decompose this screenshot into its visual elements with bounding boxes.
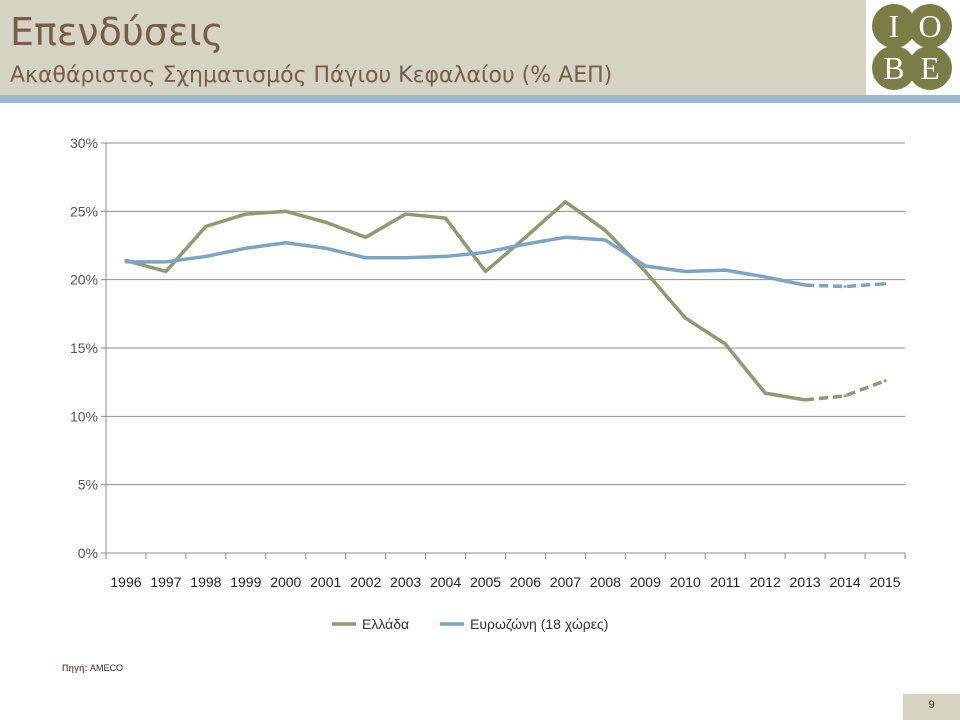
slide-subtitle: Ακαθάριστος Σχηματισμός Πάγιου Κεφαλαίου… xyxy=(10,63,613,88)
series-point xyxy=(843,285,847,288)
y-tick-label: 0% xyxy=(78,545,98,561)
series-point xyxy=(683,269,687,273)
chart-series xyxy=(124,200,887,402)
series-point xyxy=(244,246,248,250)
page-number: 9 xyxy=(903,694,960,720)
y-tick-label: 20% xyxy=(70,272,98,288)
logo-circle-1 xyxy=(872,4,916,48)
series-point xyxy=(723,268,727,272)
chart-gridlines xyxy=(106,142,905,486)
x-tick-label: 2008 xyxy=(590,574,621,590)
x-tick-label: 2007 xyxy=(550,574,581,590)
y-tick-label: 5% xyxy=(78,477,98,493)
series-point xyxy=(404,256,408,260)
series-point xyxy=(404,212,408,216)
series-point xyxy=(444,216,448,220)
y-tick-label: 10% xyxy=(70,408,98,424)
logo-letter-i: I xyxy=(889,8,900,44)
x-axis-ticks: 1996 1997 1998 1999 2000 2001 2002 2003 2004 2005… xyxy=(105,553,906,590)
logo-circle-4 xyxy=(908,46,952,90)
x-tick-label: 2014 xyxy=(829,574,860,590)
series-point xyxy=(324,246,328,250)
series-point xyxy=(124,260,128,264)
series-point xyxy=(484,250,488,254)
header-divider xyxy=(0,95,960,103)
source-note: Πηγή: AMECO xyxy=(62,663,123,673)
x-tick-label: 1999 xyxy=(230,574,261,590)
series-point xyxy=(763,275,767,279)
series-point xyxy=(843,394,847,398)
y-axis-ticks: 0% 5% 10% 15% 20% 25% 30% xyxy=(70,135,106,561)
x-tick-label: 2011 xyxy=(710,574,740,590)
investment-line-chart: 0% 5% 10% 15% 20% 25% 30% 1996 1997 1998 1999 2000… xyxy=(70,135,906,632)
source-label: Πηγή: xyxy=(62,663,88,673)
x-tick-label: 1996 xyxy=(110,574,141,590)
series-point xyxy=(444,254,448,258)
y-tick-label: 30% xyxy=(70,135,98,151)
logo-letter-e: E xyxy=(920,50,940,86)
x-tick-label: 2009 xyxy=(630,574,661,590)
x-tick-label: 2005 xyxy=(470,574,501,590)
legend-label: Ευρωζώνη (18 χώρες) xyxy=(470,616,608,632)
logo-circle-2 xyxy=(908,4,952,48)
series-point xyxy=(164,269,168,273)
series-point xyxy=(324,220,328,224)
series-point xyxy=(643,269,647,273)
y-tick-label: 15% xyxy=(70,340,98,356)
x-tick-label: 2000 xyxy=(270,574,301,590)
series-point xyxy=(803,398,807,402)
series-point xyxy=(284,209,288,213)
series-point xyxy=(763,391,767,395)
slide-title: Επενδύσεις xyxy=(10,10,224,54)
slide-header: Επενδύσεις Ακαθάριστος Σχηματισμός Πάγιο… xyxy=(0,0,866,95)
series-line-actual xyxy=(125,200,806,402)
x-tick-label: 2010 xyxy=(670,574,701,590)
series-point xyxy=(364,235,368,239)
series-line-actual xyxy=(125,235,806,287)
series-point xyxy=(883,379,887,383)
x-tick-label: 2003 xyxy=(390,574,421,590)
series-point xyxy=(204,254,208,258)
series-point xyxy=(523,242,527,246)
source-value: AMECO xyxy=(90,663,124,673)
series-point xyxy=(484,269,488,273)
series-point xyxy=(523,235,527,239)
x-tick-label: 2001 xyxy=(310,574,341,590)
series-point xyxy=(364,256,368,260)
logo-letter-o: O xyxy=(918,8,941,44)
iobe-logo: I O B E xyxy=(866,0,960,95)
x-tick-label: 2006 xyxy=(510,574,541,590)
x-tick-label: 1998 xyxy=(190,574,221,590)
x-tick-label: 2004 xyxy=(430,574,461,590)
logo-circle-3 xyxy=(872,46,916,90)
series-point xyxy=(723,342,727,346)
x-tick-label: 1997 xyxy=(150,574,181,590)
x-tick-label: 2012 xyxy=(750,574,781,590)
series-point xyxy=(164,260,168,264)
series-point xyxy=(883,282,887,286)
series-point xyxy=(683,316,687,320)
logo-letter-b: B xyxy=(883,50,904,86)
series-point xyxy=(244,212,248,216)
legend-label: Ελλάδα xyxy=(362,616,409,632)
series-point xyxy=(563,200,567,204)
series-point xyxy=(284,241,288,245)
x-tick-label: 2015 xyxy=(869,574,900,590)
series-point xyxy=(803,283,807,287)
x-tick-label: 2013 xyxy=(790,574,821,590)
iobe-logo-icon: I O B E xyxy=(872,4,952,90)
x-tick-label: 2002 xyxy=(350,574,381,590)
series-point xyxy=(204,224,208,228)
series-point xyxy=(563,235,567,239)
series-point xyxy=(603,228,607,232)
y-tick-label: 25% xyxy=(70,203,98,219)
series-point xyxy=(603,238,607,242)
chart-legend: Ελλάδα Ευρωζώνη (18 χώρες) xyxy=(332,616,608,632)
series-point xyxy=(643,264,647,268)
